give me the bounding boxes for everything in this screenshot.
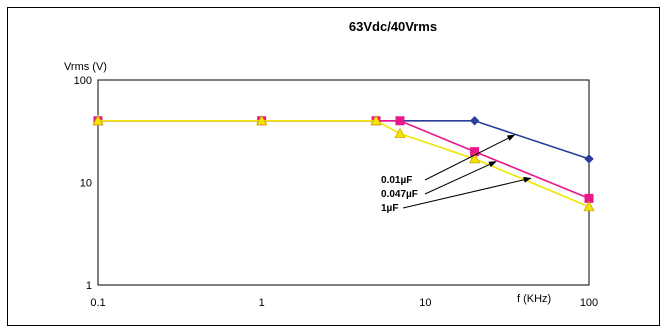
plot-border [97, 79, 590, 286]
data-point [583, 200, 595, 212]
annotation-label: 0.047µF [381, 189, 418, 200]
y-axis-label: Vrms (V) [64, 61, 107, 73]
data-point [394, 127, 406, 138]
data-point [395, 116, 405, 126]
x-axis-label: f (KHz) [517, 293, 551, 305]
y-tick-label: 1 [86, 280, 92, 292]
x-tick-label: 10 [419, 297, 431, 309]
y-tick-label: 100 [74, 75, 92, 87]
x-tick-label: 1 [259, 297, 265, 309]
annotation-label: 1µF [381, 203, 398, 214]
annotation-arrow [424, 161, 497, 195]
x-tick-label: 100 [580, 297, 598, 309]
chart-title: 63Vdc/40Vrms [349, 19, 437, 34]
data-point [468, 153, 481, 164]
data-point [584, 154, 594, 164]
data-point [92, 114, 104, 126]
data-point [469, 116, 480, 126]
annotation-arrow [402, 176, 532, 209]
y-tick-label: 10 [80, 178, 92, 190]
annotation-arrow [424, 134, 516, 181]
annotation-label: 0.01µF [381, 175, 412, 186]
data-point [255, 114, 268, 126]
data-point [370, 114, 382, 126]
x-tick-label: 0.1 [90, 297, 105, 309]
plot-area: 0.1 1 10 100 1 10 100 0.01µF 0.047µF 1µF [74, 75, 599, 309]
